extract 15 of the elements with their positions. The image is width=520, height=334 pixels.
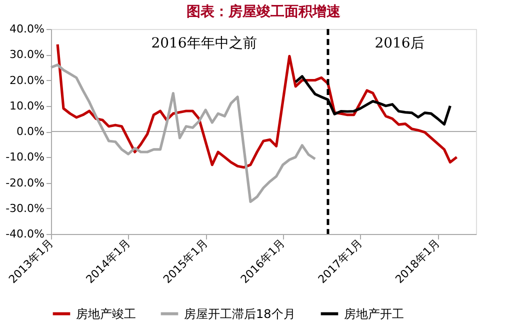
y-tick-label: 20.0% [10, 74, 44, 87]
annotation: 2016年年中之前 [151, 35, 257, 52]
y-tick-label: 0.0% [16, 125, 44, 138]
y-tick-label: -40.0% [6, 228, 44, 240]
y-tick-label: -30.0% [6, 202, 44, 215]
y-tick-label: 10.0% [10, 99, 44, 112]
legend-label: 房屋开工滞后18个月 [184, 306, 296, 321]
y-tick-label: -20.0% [6, 176, 44, 190]
y-tick-label: -10.0% [6, 150, 44, 164]
legend-label: 房地产竣工 [76, 306, 136, 321]
legend-label: 房地产开工 [344, 306, 404, 321]
y-tick-label: 30.0% [10, 48, 44, 62]
annotation: 2016后 [374, 35, 424, 52]
chart-title: 图表：房屋竣工面积增速 [186, 3, 342, 20]
y-tick-label: 40.0% [10, 22, 44, 36]
